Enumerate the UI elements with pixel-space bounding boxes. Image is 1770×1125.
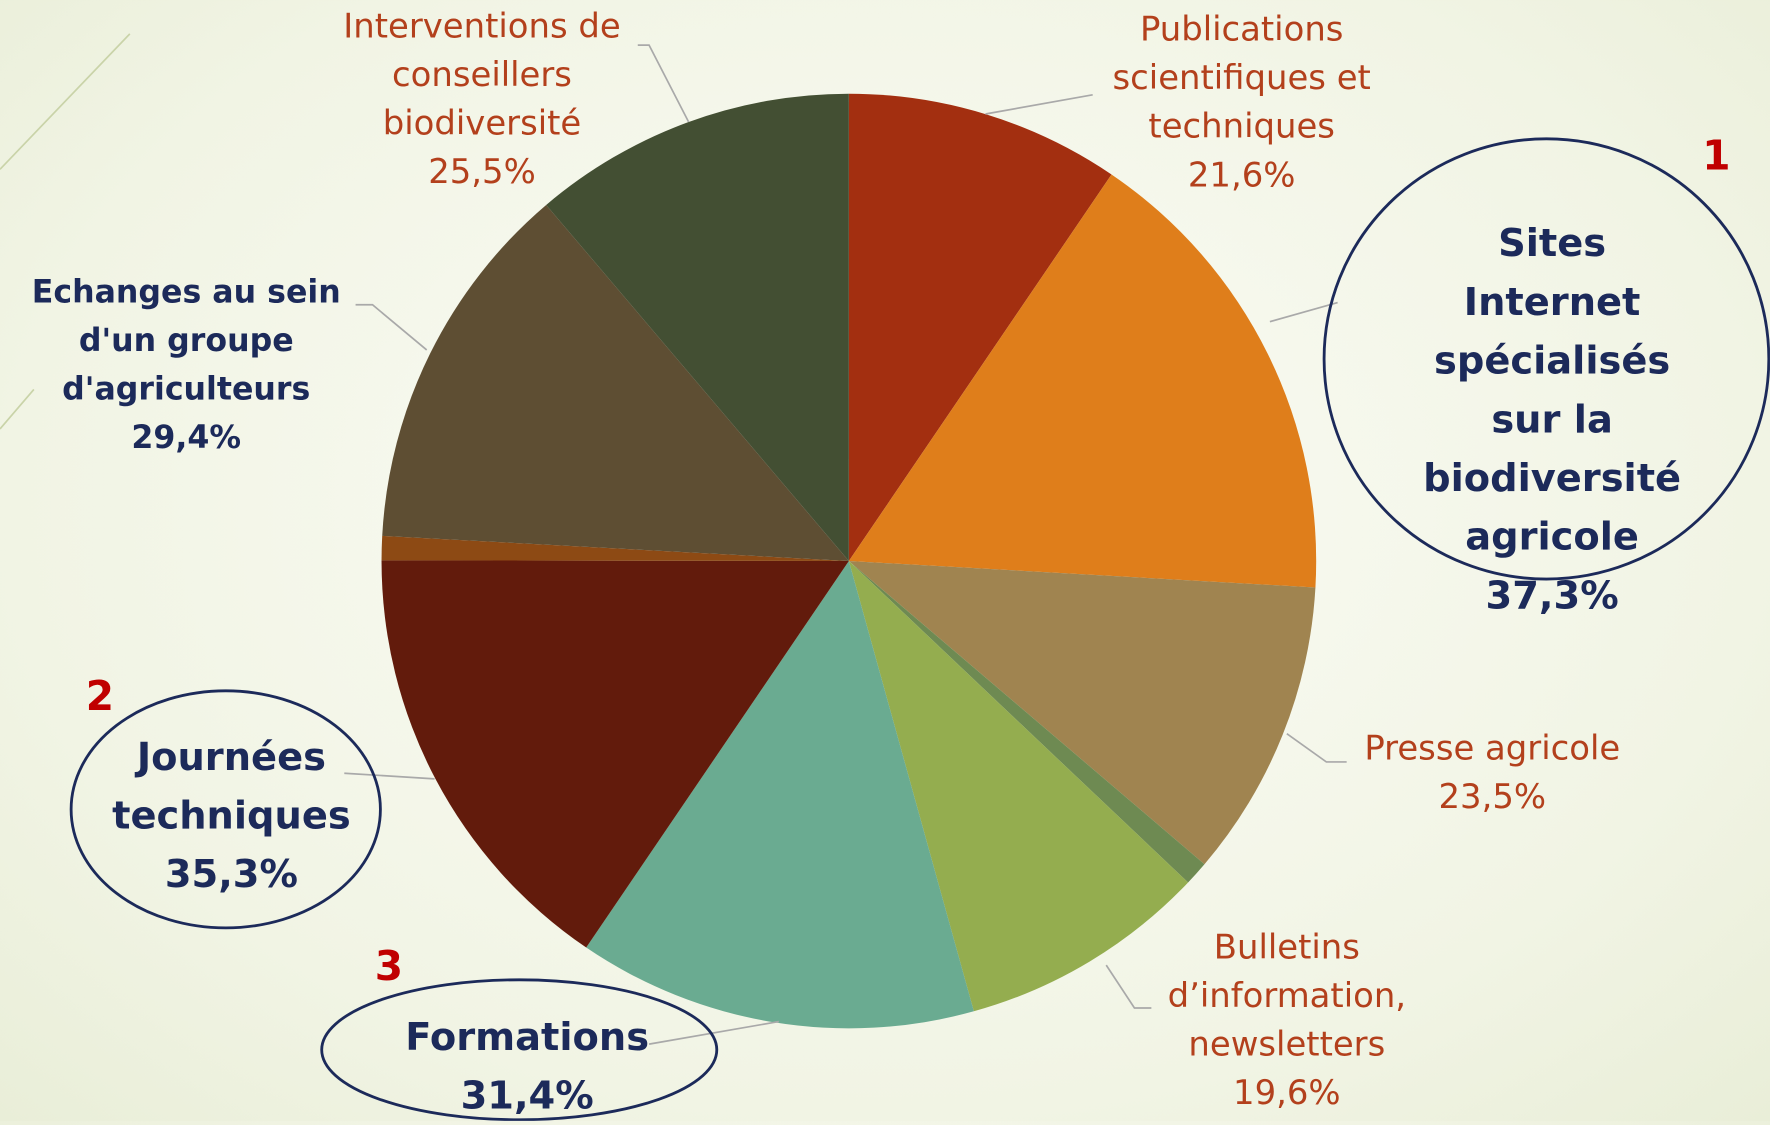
pie: [381, 93, 1317, 1029]
category-label: Interventions de conseillers biodiversit…: [343, 6, 621, 144]
slice-label: Presse agricole 23,5%: [1364, 725, 1620, 822]
pie-slice: [381, 535, 849, 562]
category-label: Sites Internet spécialisés sur la biodiv…: [1423, 221, 1682, 560]
leader-lines: [344, 44, 1347, 1045]
category-label: Publications scientifiques et techniques: [1112, 10, 1371, 147]
category-label: Presse agricole: [1364, 729, 1621, 769]
slice-label: Sites Internet spécialisés sur la biodiv…: [1423, 214, 1681, 625]
pie-slice: [848, 93, 1112, 562]
value-label: 23,5%: [1438, 777, 1547, 818]
category-label: Bulletins d’information, newsletters: [1167, 927, 1407, 1065]
pie-slice: [586, 561, 974, 1029]
category-label: Journées techniques: [112, 734, 351, 839]
pie-slice: [848, 561, 1189, 1012]
value-label: 19,6%: [1233, 1073, 1341, 1113]
slice-label: Bulletins d’information, newsletters 19,6…: [1168, 923, 1406, 1117]
slice-label: Formations 31,4%: [405, 1008, 649, 1125]
rank-number: 1: [1702, 133, 1731, 180]
category-label: Formations: [405, 1014, 650, 1060]
value-label: 37,3%: [1485, 573, 1619, 619]
slice-label: Interventions de conseillers biodiversit…: [343, 2, 620, 196]
pie-slice: [381, 560, 849, 948]
pie-slice: [848, 561, 1316, 865]
decor: [0, 33, 131, 430]
pie-slice: [382, 204, 849, 562]
rank-number: 3: [374, 943, 404, 990]
value-label: 21,6%: [1187, 155, 1296, 196]
slice-label: Echanges au sein d'un groupe d'agriculte…: [32, 268, 341, 462]
slice-label: Publications scientifiques et techniques…: [1113, 6, 1371, 200]
category-label: Echanges au sein d'un groupe d'agriculte…: [31, 273, 341, 408]
value-label: 29,4%: [131, 418, 242, 457]
value-label: 31,4%: [460, 1073, 594, 1119]
slice-label: Journées techniques 35,3%: [112, 728, 351, 904]
pie-slice: [546, 93, 849, 562]
value-label: 25,5%: [428, 152, 536, 192]
highlight-ellipses: [69, 137, 1770, 1121]
value-label: 35,3%: [164, 852, 298, 898]
pie-slice: [848, 174, 1317, 588]
rank-number: 2: [85, 673, 115, 721]
pie-slice: [848, 561, 1205, 883]
